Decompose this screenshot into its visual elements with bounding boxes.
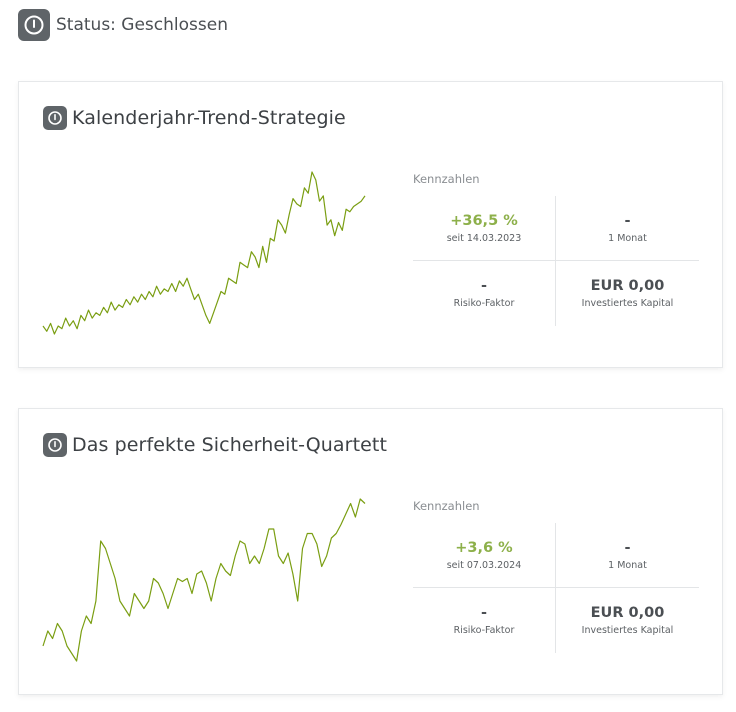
kpi-performance: +36,5 % seit 14.03.2023	[413, 196, 556, 261]
kpi-performance-value: +3,6 %	[455, 539, 513, 556]
kpi-risk: - Risiko-Faktor	[413, 261, 556, 326]
kpi-capital: EUR 0,00 Investiertes Kapital	[556, 261, 699, 326]
kpi-performance-label: seit 07.03.2024	[446, 559, 522, 571]
kpi-month-value: -	[624, 539, 631, 556]
kpi-heading: Kennzahlen	[413, 499, 480, 513]
performance-line	[42, 498, 366, 662]
kpi-month: - 1 Monat	[556, 196, 699, 261]
card-title: Das perfekte Sicherheit-Quartett	[43, 433, 387, 457]
power-icon	[43, 106, 67, 130]
strategy-card[interactable]: Das perfekte Sicherheit-Quartett Kennzah…	[18, 408, 723, 695]
performance-chart-svg	[42, 498, 366, 662]
card-title: Kalenderjahr-Trend-Strategie	[43, 106, 346, 130]
power-icon	[43, 433, 67, 457]
kpi-capital-value: EUR 0,00	[590, 278, 665, 294]
strategy-title[interactable]: Das perfekte Sicherheit-Quartett	[72, 434, 388, 456]
kpi-risk-value: -	[480, 605, 488, 621]
kpi-panel: Kennzahlen +3,6 % seit 07.03.2024 - 1 Mo…	[413, 499, 699, 653]
kpi-panel: Kennzahlen +36,5 % seit 14.03.2023 - 1 M…	[413, 172, 699, 326]
performance-chart	[39, 495, 369, 665]
kpi-performance: +3,6 % seit 07.03.2024	[413, 523, 556, 588]
kpi-risk-label: Risiko-Faktor	[453, 625, 515, 636]
kpi-month-value: -	[624, 212, 631, 229]
kpi-month-label: 1 Monat	[608, 232, 647, 244]
performance-chart	[39, 168, 369, 338]
kpi-capital-label: Investiertes Kapital	[581, 625, 674, 636]
power-icon	[18, 9, 50, 41]
kpi-capital-label: Investiertes Kapital	[581, 298, 674, 309]
kpi-risk-label: Risiko-Faktor	[453, 298, 515, 309]
status-label: Status: Geschlossen	[56, 15, 228, 35]
kpi-risk-value: -	[480, 278, 488, 294]
kpi-capital: EUR 0,00 Investiertes Kapital	[556, 588, 699, 653]
kpi-capital-value: EUR 0,00	[590, 605, 665, 621]
strategy-title[interactable]: Kalenderjahr-Trend-Strategie	[72, 107, 346, 129]
kpi-heading: Kennzahlen	[413, 172, 480, 186]
kpi-month-label: 1 Monat	[608, 559, 647, 571]
performance-line	[42, 171, 366, 335]
kpi-risk: - Risiko-Faktor	[413, 588, 556, 653]
strategy-card[interactable]: Kalenderjahr-Trend-Strategie Kennzahlen …	[18, 81, 723, 368]
kpi-month: - 1 Monat	[556, 523, 699, 588]
kpi-performance-value: +36,5 %	[450, 212, 518, 229]
kpi-performance-label: seit 14.03.2023	[446, 232, 522, 244]
performance-chart-svg	[42, 171, 366, 335]
status-header: Status: Geschlossen	[18, 9, 228, 41]
